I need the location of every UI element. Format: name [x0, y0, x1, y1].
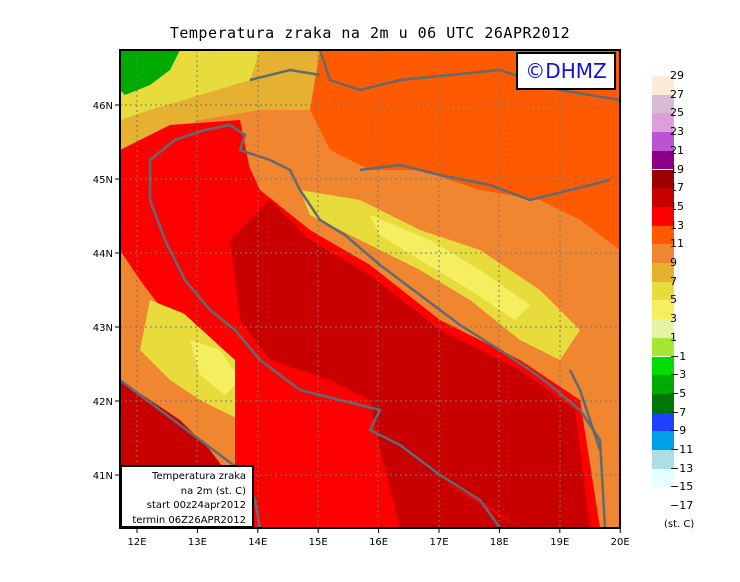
legend-label: −1: [670, 349, 687, 363]
dhmz-logo: ©DHMZ: [516, 52, 616, 90]
legend-label: −11: [670, 443, 694, 456]
legend-label: 1: [670, 330, 677, 344]
legend-swatch: [652, 244, 674, 263]
y-tick-label: 44N: [93, 249, 113, 260]
legend-swatch: [652, 375, 674, 394]
legend-label: 19: [670, 162, 684, 176]
temp-region-italy-light: [190, 340, 240, 395]
legend-swatch: [652, 169, 674, 189]
x-tick-label: 17E: [429, 537, 448, 548]
legend-unit: (st. C): [664, 519, 695, 530]
x-tick-label: 19E: [550, 537, 569, 548]
plot-frame: [119, 49, 621, 529]
temp-region-dinaric-light: [370, 215, 530, 320]
y-tick-label: 46N: [93, 101, 113, 112]
x-tick-label: 14E: [248, 537, 267, 548]
temp-region-adriatic-sea: [230, 200, 590, 528]
legend-label: 21: [670, 143, 684, 157]
temp-region-north-warm: [310, 50, 620, 250]
legend-label: −13: [670, 461, 694, 475]
legend-label: 11: [670, 237, 684, 251]
info-line: Temperatura zraka: [152, 471, 246, 482]
info-line: termin 06Z26APR2012: [132, 514, 246, 526]
legend-label: 3: [670, 312, 677, 326]
legend-label: −9: [670, 424, 687, 438]
legend-swatch: [652, 450, 674, 469]
legend-label: −17: [670, 499, 694, 513]
x-tick-label: 12E: [127, 537, 146, 548]
legend-swatch: [652, 94, 674, 114]
legend-swatch: [652, 300, 674, 320]
legend-label: 25: [670, 106, 684, 120]
legend-swatch: [652, 431, 674, 450]
info-line: start 00z24apr2012: [146, 500, 246, 511]
y-tick-label: 43N: [93, 323, 113, 334]
x-tick-label: 13E: [188, 537, 207, 548]
legend-label: 23: [670, 125, 684, 139]
x-tick-label: 20E: [611, 537, 630, 548]
map-title: Temperatura zraka na 2m u 06 UTC 26APR20…: [169, 24, 571, 42]
legend-label: −3: [670, 368, 687, 382]
legend-swatch: [652, 76, 674, 95]
legend-label: 5: [670, 293, 677, 307]
legend-swatch: [652, 263, 674, 282]
legend-swatch: [652, 337, 674, 357]
y-tick-label: 45N: [93, 175, 113, 186]
legend-label: 7: [670, 274, 677, 288]
x-tick-label: 18E: [490, 537, 509, 548]
logo-text: ©DHMZ: [525, 59, 607, 83]
legend-swatch: [652, 150, 674, 170]
x-tick-label: 15E: [309, 537, 328, 548]
legend-swatch: [652, 412, 674, 432]
legend-swatch: [652, 393, 674, 413]
y-tick-label: 42N: [93, 397, 113, 408]
x-tick-label: 16E: [369, 537, 388, 548]
legend-swatch: [652, 356, 674, 376]
legend-swatch: [652, 206, 674, 226]
legend-swatch: [652, 188, 674, 207]
legend-swatch: [652, 225, 674, 245]
legend-label: 13: [670, 218, 684, 232]
legend-label: 9: [670, 256, 677, 269]
legend-swatch: [652, 113, 674, 133]
legend-swatch: [652, 281, 674, 301]
legend-label: 17: [670, 181, 684, 195]
temp-region-green: [120, 50, 180, 95]
temp-region-dinaric-yellow: [300, 190, 580, 360]
legend-label: 15: [670, 199, 684, 213]
legend-label: 29: [670, 69, 684, 82]
legend-label: −15: [670, 480, 694, 494]
info-line: na 2m (st. C): [180, 485, 246, 497]
legend-swatch: [652, 132, 674, 151]
info-box: Temperatura zraka na 2m (st. C) start 00…: [120, 465, 254, 528]
legend-label: 27: [670, 87, 684, 101]
legend-swatch: [652, 319, 674, 338]
legend-swatch: [652, 468, 674, 488]
legend-label: −7: [670, 405, 687, 419]
graticule: [120, 50, 620, 528]
legend-label: −5: [670, 386, 687, 400]
y-tick-label: 41N: [93, 471, 113, 482]
